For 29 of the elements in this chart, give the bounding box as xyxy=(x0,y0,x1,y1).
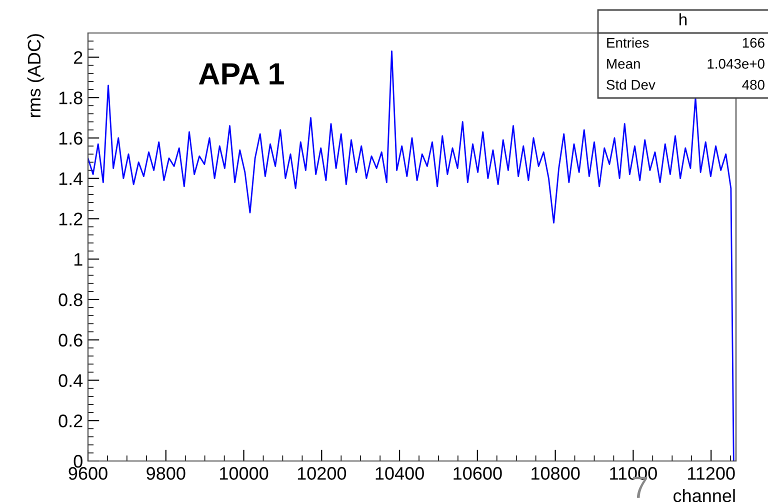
y-tick-label: 1 xyxy=(74,253,82,266)
annotation: Entries xyxy=(607,38,649,48)
x-tick-label: 10200 xyxy=(298,467,346,480)
x-tick-label: 9600 xyxy=(68,467,108,480)
y-tick-label: 1.4 xyxy=(59,172,83,185)
x-tick-label: 11200 xyxy=(688,467,735,480)
x-tick-label: 10800 xyxy=(532,467,580,480)
y-tick-label: 0.8 xyxy=(58,293,82,306)
y-axis-title: rms (ADC) xyxy=(27,34,44,118)
x-tick-label: 10400 xyxy=(376,467,424,480)
y-tick-label: 0.2 xyxy=(58,414,82,428)
text: h xyxy=(680,13,687,26)
annotation: Mean xyxy=(607,59,640,69)
annotation: 1.043e+0 xyxy=(708,58,764,69)
y-tick-label: 1.6 xyxy=(59,132,82,145)
text: 166 xyxy=(742,38,764,48)
annotation: APA 1 xyxy=(198,63,284,84)
y-tick-label: 2 xyxy=(74,51,82,64)
y-tick-label: 1.2 xyxy=(59,212,82,226)
x-tick-label: 9800 xyxy=(146,467,186,480)
x-axis-title: channel xyxy=(674,488,735,502)
y-tick-label: 0.6 xyxy=(58,334,82,347)
text: 480 xyxy=(742,80,764,90)
x-tick-label: 10000 xyxy=(220,467,268,480)
annotation: Std Dev xyxy=(606,80,656,90)
y-tick-label: 0.4 xyxy=(58,374,83,387)
y-tick-label: 0 xyxy=(74,454,82,468)
y-tick-label: 1.8 xyxy=(59,92,82,104)
x-tick-label: 10600 xyxy=(454,467,502,480)
